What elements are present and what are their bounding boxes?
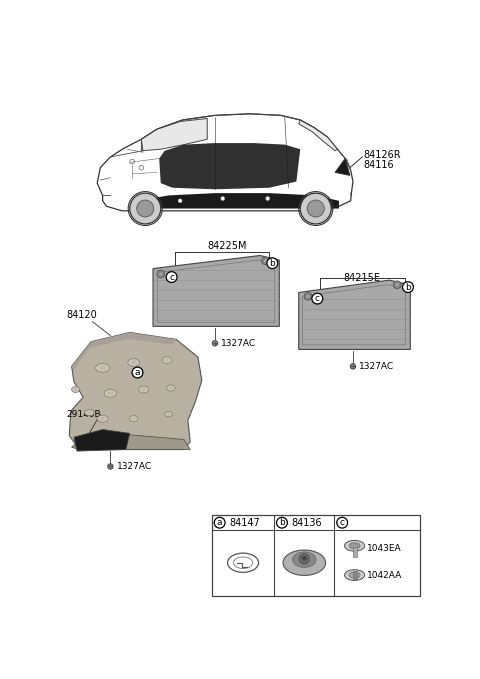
Circle shape [306, 295, 310, 298]
Circle shape [395, 283, 399, 287]
Polygon shape [299, 120, 337, 151]
Ellipse shape [100, 417, 106, 421]
Text: 1042AA: 1042AA [367, 570, 402, 580]
Circle shape [312, 293, 323, 304]
Ellipse shape [132, 417, 136, 420]
Ellipse shape [99, 365, 107, 370]
Ellipse shape [73, 388, 78, 391]
Ellipse shape [97, 416, 108, 422]
Text: 1043EA: 1043EA [367, 544, 402, 553]
Text: c: c [169, 272, 174, 282]
Polygon shape [299, 280, 410, 350]
Circle shape [137, 200, 154, 217]
Ellipse shape [107, 391, 114, 395]
Ellipse shape [165, 411, 172, 417]
Ellipse shape [130, 416, 138, 422]
Circle shape [166, 272, 177, 282]
Ellipse shape [85, 409, 94, 416]
Ellipse shape [345, 540, 365, 551]
Ellipse shape [164, 359, 169, 362]
Ellipse shape [293, 552, 316, 568]
Circle shape [264, 259, 267, 263]
Ellipse shape [139, 386, 149, 393]
Circle shape [337, 517, 348, 528]
Circle shape [350, 364, 356, 369]
Bar [353, 571, 357, 579]
Polygon shape [74, 430, 130, 451]
Ellipse shape [104, 390, 117, 397]
Text: 84215E: 84215E [344, 273, 381, 283]
Text: c: c [340, 518, 345, 527]
Bar [353, 547, 357, 557]
Polygon shape [69, 333, 202, 449]
Text: 84120: 84120 [66, 310, 97, 320]
Ellipse shape [96, 364, 109, 372]
Polygon shape [72, 333, 176, 369]
Ellipse shape [349, 543, 360, 549]
Circle shape [307, 200, 324, 217]
Circle shape [108, 464, 113, 469]
Text: b: b [269, 259, 275, 268]
Circle shape [267, 258, 278, 269]
Text: 84225M: 84225M [207, 241, 246, 251]
Polygon shape [153, 255, 279, 327]
Circle shape [157, 270, 165, 278]
Ellipse shape [87, 411, 92, 414]
Text: 1327AC: 1327AC [117, 462, 152, 471]
Polygon shape [97, 114, 353, 211]
Circle shape [300, 193, 331, 224]
Text: 1327AC: 1327AC [221, 339, 256, 348]
Circle shape [304, 293, 312, 300]
Ellipse shape [128, 359, 139, 367]
Circle shape [132, 367, 143, 378]
Text: 29140B: 29140B [66, 409, 101, 419]
Circle shape [403, 282, 413, 293]
Text: 1327AC: 1327AC [359, 362, 394, 371]
Circle shape [214, 517, 225, 528]
Circle shape [302, 556, 307, 560]
Text: 84136: 84136 [291, 517, 322, 528]
Circle shape [221, 197, 225, 200]
Ellipse shape [168, 386, 173, 390]
Circle shape [212, 341, 218, 346]
Text: b: b [279, 518, 285, 527]
Ellipse shape [349, 572, 360, 578]
Polygon shape [142, 118, 207, 151]
Ellipse shape [167, 385, 175, 391]
Circle shape [393, 281, 401, 289]
Circle shape [262, 257, 269, 265]
Polygon shape [72, 434, 190, 449]
Ellipse shape [141, 388, 146, 391]
Text: c: c [315, 294, 320, 303]
Ellipse shape [345, 570, 365, 581]
Polygon shape [335, 158, 350, 175]
Bar [212, 515, 420, 596]
Ellipse shape [131, 361, 137, 365]
Circle shape [178, 199, 182, 203]
Polygon shape [137, 193, 339, 208]
Text: 84126R: 84126R [364, 151, 401, 160]
Ellipse shape [283, 550, 325, 575]
Circle shape [276, 517, 288, 528]
Text: a: a [217, 518, 222, 527]
Text: a: a [135, 368, 140, 377]
Circle shape [299, 553, 310, 564]
Ellipse shape [72, 386, 79, 392]
Text: 84147: 84147 [229, 517, 260, 528]
Circle shape [266, 197, 270, 200]
Ellipse shape [162, 356, 172, 364]
Polygon shape [159, 143, 300, 189]
Ellipse shape [167, 413, 170, 416]
Circle shape [130, 193, 161, 224]
Text: b: b [405, 282, 411, 291]
Text: 84116: 84116 [364, 160, 395, 170]
Circle shape [159, 272, 163, 276]
